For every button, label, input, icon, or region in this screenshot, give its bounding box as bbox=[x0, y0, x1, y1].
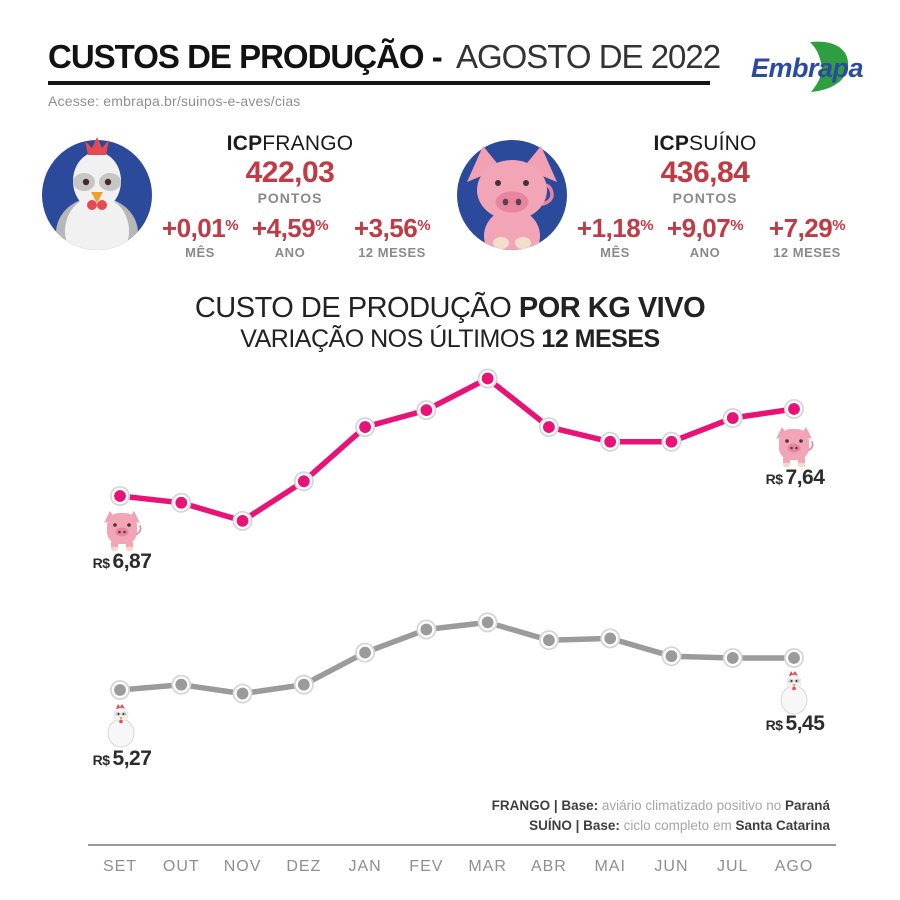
page-title-period: AGOSTO DE 2022 bbox=[455, 38, 721, 75]
data-point bbox=[232, 683, 253, 704]
website-link[interactable]: Acesse: embrapa.br/suinos-e-aves/cias bbox=[48, 93, 301, 109]
chicken-icon bbox=[42, 137, 152, 250]
page-title: CUSTOS DE PRODUÇÃO - AGOSTO DE 2022 bbox=[48, 38, 721, 85]
page-title-main: CUSTOS DE PRODUÇÃO - bbox=[48, 38, 443, 75]
data-point bbox=[477, 612, 498, 633]
axis-label-jan: JAN bbox=[348, 858, 381, 875]
chicken-icon bbox=[780, 671, 808, 715]
axis-label-out: OUT bbox=[163, 858, 200, 875]
data-point bbox=[416, 400, 437, 421]
chicken-icon bbox=[107, 704, 135, 748]
chart-subtitle: VARIAÇÃO NOS ÚLTIMOS 12 MESES bbox=[240, 325, 660, 353]
pig-icon bbox=[776, 427, 814, 468]
axis-label-mai: MAI bbox=[594, 858, 625, 875]
data-point bbox=[538, 417, 559, 438]
axis-label-fev: FEV bbox=[409, 858, 443, 875]
data-point bbox=[171, 674, 192, 695]
frango-stat-month: +0,01% MÊS bbox=[161, 213, 239, 260]
axis-label-mar: MAR bbox=[468, 858, 507, 875]
data-point bbox=[110, 486, 130, 506]
logo-wordmark: Embrapa bbox=[751, 53, 864, 83]
frango-stat-year: +4,59% ANO bbox=[251, 213, 329, 260]
axis-label-set: SET bbox=[103, 858, 137, 875]
embrapa-logo: Embrapa bbox=[748, 40, 866, 94]
data-point bbox=[784, 398, 804, 419]
axis-label-dez: DEZ bbox=[286, 858, 321, 875]
data-point bbox=[538, 630, 559, 651]
data-point bbox=[722, 647, 743, 668]
pig-icon bbox=[104, 511, 142, 552]
indicator-suino-name: ICPSUÍNO bbox=[653, 132, 757, 155]
suino-stat-year: +9,07% ANO bbox=[666, 213, 744, 260]
data-point bbox=[110, 680, 130, 700]
indicator-frango-points-label: PONTOS bbox=[257, 190, 323, 206]
axis-label-nov: NOV bbox=[224, 858, 262, 875]
line-chart: SET OUT NOV DEZ JAN FEV MAR ABR MAI JUN JUL AGO bbox=[88, 368, 836, 875]
data-point bbox=[477, 368, 498, 389]
pig-icon bbox=[457, 140, 567, 250]
data-point bbox=[661, 431, 682, 452]
price-label-frango-end: R$ 5,45 bbox=[765, 712, 825, 735]
data-point bbox=[600, 431, 621, 452]
chart-footnotes: FRANGO | Base: aviário climatizado posit… bbox=[492, 796, 830, 836]
data-point bbox=[171, 492, 192, 513]
data-point bbox=[293, 471, 314, 492]
indicator-frango-points: 422,03 bbox=[245, 156, 335, 189]
data-point bbox=[355, 642, 376, 663]
data-point bbox=[784, 647, 804, 668]
footnote-frango: FRANGO | Base: aviário climatizado posit… bbox=[491, 798, 830, 813]
data-point bbox=[600, 628, 621, 649]
indicator-frango: ICPFRANGO 422,03 PONTOS +0,01% MÊS +4,59… bbox=[40, 130, 452, 270]
axis-label-jun: JUN bbox=[654, 858, 688, 875]
series-line-frango bbox=[119, 619, 794, 697]
data-point bbox=[722, 408, 743, 429]
axis-label-jul: JUL bbox=[717, 858, 748, 875]
indicator-suino-points-label: PONTOS bbox=[672, 190, 738, 206]
data-point bbox=[355, 417, 376, 438]
data-point bbox=[416, 619, 437, 640]
price-label-suino-end: R$ 7,64 bbox=[765, 466, 825, 489]
suino-stat-month: +1,18% MÊS bbox=[576, 213, 654, 260]
axis-label-abr: ABR bbox=[531, 858, 567, 875]
indicator-suino: ICPSUÍNO 436,84 PONTOS +1,18% MÊS +9,07%… bbox=[455, 130, 867, 270]
price-label-suino-start: R$ 6,87 bbox=[92, 550, 152, 573]
chart-title: CUSTO DE PRODUÇÃO POR KG VIVO bbox=[194, 292, 706, 324]
indicator-suino-points: 436,84 bbox=[660, 156, 750, 189]
indicator-frango-name: ICPFRANGO bbox=[226, 132, 354, 155]
frango-stat-12months: +3,56% 12 MESES bbox=[353, 213, 431, 260]
footnote-suino: SUÍNO | Base: ciclo completo em Santa Ca… bbox=[529, 818, 830, 833]
suino-stat-12months: +7,29% 12 MESES bbox=[768, 213, 846, 260]
data-point bbox=[293, 674, 314, 695]
axis-label-ago: AGO bbox=[775, 858, 814, 875]
data-point bbox=[232, 510, 253, 531]
data-point bbox=[661, 646, 682, 667]
series-line-suino bbox=[119, 375, 795, 524]
logo-leaf-icon bbox=[810, 41, 849, 92]
price-label-frango-start: R$ 5,27 bbox=[92, 747, 152, 770]
